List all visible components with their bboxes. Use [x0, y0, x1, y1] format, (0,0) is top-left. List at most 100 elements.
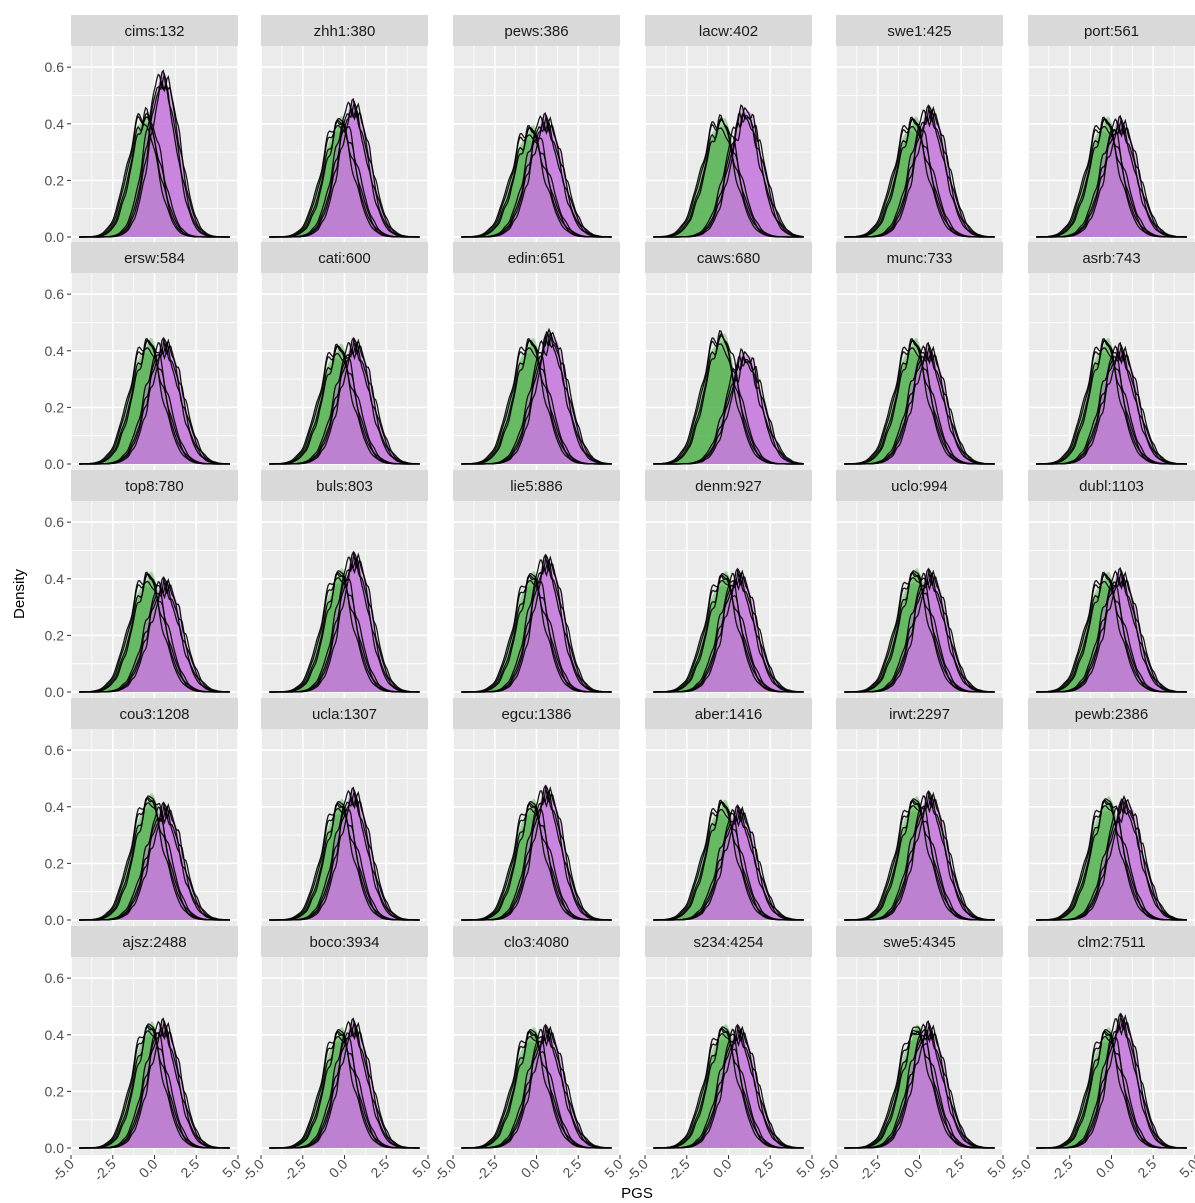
x-tick-label: 0.0: [518, 1156, 543, 1181]
facet-label: clo3:4080: [504, 934, 569, 951]
y-tick-label: 0.4: [45, 1027, 65, 1043]
facet-panel: aber:1416: [644, 698, 813, 927]
y-axis-title: Density: [11, 568, 28, 619]
x-tick-label: -5.0: [239, 1156, 268, 1185]
density-outline: [653, 329, 804, 465]
x-tick-label: -2.5: [1047, 1156, 1076, 1185]
density-outline: [653, 805, 804, 921]
facet-label: lie5:886: [510, 478, 563, 495]
purple-density-area: [79, 809, 230, 920]
density-outline: [79, 571, 230, 693]
facet-label: zhh1:380: [314, 23, 376, 40]
facet-strip: [1028, 242, 1195, 273]
x-tick-label: -5.0: [1006, 1156, 1035, 1185]
density-outline: [653, 356, 804, 465]
facet-strip: [261, 698, 428, 729]
facet-panel: swe1:425: [835, 15, 1004, 244]
y-tick-label: 0.4: [45, 799, 65, 815]
y-tick-label: 0.4: [45, 343, 65, 359]
x-tick-label: -2.5: [90, 1156, 119, 1185]
density-outline: [269, 338, 420, 465]
y-tick-label: 0.0: [45, 912, 65, 928]
density-outline: [844, 337, 995, 465]
x-tick-label: -5.0: [49, 1156, 78, 1185]
facet-panel: denm:927: [644, 470, 813, 699]
facet-strip: [1028, 470, 1195, 501]
density-outline: [1036, 1030, 1187, 1149]
density-outline: [1036, 571, 1187, 693]
facet-label: port:561: [1084, 23, 1139, 40]
facet-label: cou3:1208: [119, 706, 189, 723]
facet-label: asrb:743: [1082, 250, 1140, 267]
facet-panel: lie5:886: [452, 470, 621, 699]
facet-label: ersw:584: [124, 250, 185, 267]
facet-panel: s234:4254 -5.0 -2.5 0.0 2.5 5.0: [623, 926, 818, 1185]
purple-density-area: [844, 798, 995, 920]
facet-label: swe5:4345: [883, 934, 956, 951]
facet-panel: clo3:4080 -5.0 -2.5 0.0 2.5 5.0: [431, 926, 626, 1184]
x-tick-label: 2.5: [1134, 1156, 1159, 1181]
x-tick-label: -2.5: [855, 1156, 884, 1185]
density-outline: [269, 1021, 420, 1149]
facet-panel: ucla:1307: [260, 698, 429, 927]
purple-density-area: [269, 792, 420, 920]
facet-strip: [836, 15, 1003, 46]
facet-label: pews:386: [504, 23, 568, 40]
density-outline: [269, 119, 420, 238]
purple-density-area: [269, 1023, 420, 1148]
density-outline: [844, 105, 995, 238]
purple-density-area: [844, 113, 995, 237]
purple-density-area: [269, 104, 420, 238]
x-tick-label: 2.5: [559, 1156, 584, 1181]
y-tick-label: 0.2: [45, 1083, 65, 1099]
x-tick-label: 2.5: [751, 1156, 776, 1181]
y-tick-label: 0.2: [45, 627, 65, 643]
facet-panel: pews:386: [452, 15, 621, 244]
facet-panel: irwt:2297: [835, 698, 1004, 927]
density-outline: [461, 337, 612, 465]
density-outline: [844, 1024, 995, 1149]
x-tick-label: -2.5: [280, 1156, 309, 1185]
purple-density-area: [79, 584, 230, 692]
density-outline: [79, 796, 230, 921]
x-tick-label: 0.0: [326, 1156, 351, 1181]
density-outline: [79, 1025, 230, 1149]
facet-panel: cou3:1208 0.0 0.2 0.4 0.6: [45, 698, 239, 928]
facet-strip: [261, 242, 428, 273]
facet-strip: [71, 15, 238, 46]
density-outline: [269, 802, 420, 921]
x-tick-label: 5.0: [1176, 1156, 1195, 1181]
y-tick-label: 0.6: [45, 514, 65, 530]
density-outline: [269, 552, 420, 693]
facet-strip: [645, 926, 812, 957]
facet-label: lacw:402: [699, 23, 758, 40]
x-tick-label: 5.0: [793, 1156, 818, 1181]
facet-label: swe1:425: [887, 23, 951, 40]
density-outline: [461, 574, 612, 693]
x-tick-label: -5.0: [814, 1156, 843, 1185]
facet-strip: [71, 926, 238, 957]
facet-label: aber:1416: [695, 706, 763, 723]
facet-strip: [453, 926, 620, 957]
facet-strip: [645, 242, 812, 273]
facet-panel: zhh1:380: [260, 15, 429, 244]
x-tick-label: -5.0: [623, 1156, 652, 1185]
facet-label: dubl:1103: [1079, 478, 1144, 495]
facet-panel: dubl:1103: [1027, 470, 1195, 699]
density-outline: [653, 113, 804, 238]
density-outline: [79, 106, 230, 238]
purple-density-area: [79, 345, 230, 464]
density-outline: [1036, 571, 1187, 693]
facet-strip: [1028, 15, 1195, 46]
density-outline: [461, 1030, 612, 1149]
facet-strip: [453, 698, 620, 729]
x-tick-label: 5.0: [409, 1156, 434, 1181]
density-outline: [269, 343, 420, 465]
purple-density-area: [461, 336, 612, 464]
y-tick-label: 0.0: [45, 229, 65, 245]
y-tick-label: 0.6: [45, 742, 65, 758]
facet-label: edin:651: [508, 250, 566, 267]
facet-strip: [71, 470, 238, 501]
facet-label: uclo:994: [891, 478, 948, 495]
